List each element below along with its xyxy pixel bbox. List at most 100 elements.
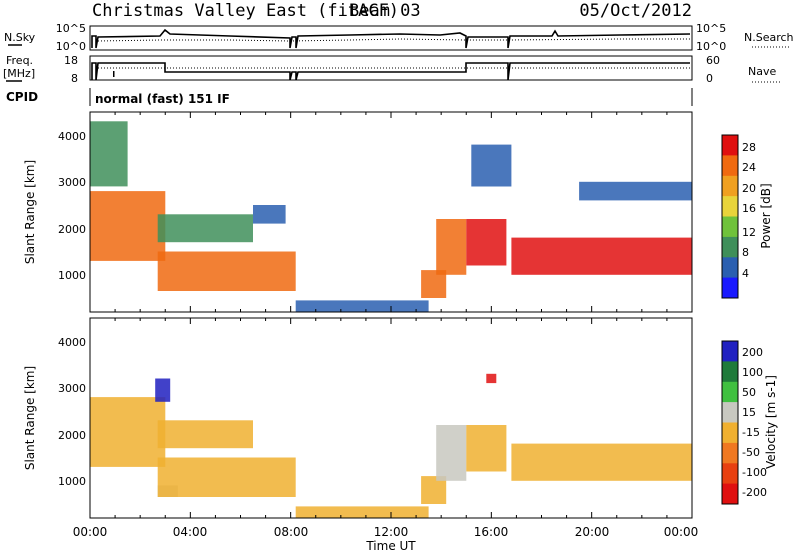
noise-right-tick-bottom: 10^0 xyxy=(696,40,726,53)
velocity-ytick-1000: 1000 xyxy=(58,475,86,488)
velocity-cbar-tick-m100: -100 xyxy=(742,466,767,479)
xtick-1600: 16:00 xyxy=(474,525,509,539)
power-region-1 xyxy=(90,121,128,187)
power-ytick-3000: 3000 xyxy=(58,176,86,189)
velocity-ylabel: Slant Range [km] xyxy=(23,366,37,470)
velocity-yticks: 4000 3000 2000 1000 xyxy=(58,336,86,488)
velocity-region-1 xyxy=(155,378,171,402)
freq-tick-bottom: 8 xyxy=(71,72,78,85)
xtick-1200: 12:00 xyxy=(374,525,409,539)
velocity-cbar-tick-m15: -15 xyxy=(742,426,760,439)
velocity-cbar-swatch-3 xyxy=(722,402,738,423)
velocity-cbar-tick-100: 100 xyxy=(742,366,763,379)
power-region-11 xyxy=(579,181,692,201)
beam-title: Beam 03 xyxy=(349,1,421,21)
velocity-cbar-tick-50: 50 xyxy=(742,386,756,399)
velocity-cbar-swatch-4 xyxy=(722,422,738,444)
power-region-3 xyxy=(157,214,253,243)
power-cbar-tick-12: 12 xyxy=(742,226,756,239)
velocity-region-4 xyxy=(157,420,253,449)
power-cbar-tick-20: 20 xyxy=(742,182,756,195)
noise-sky-label: N.Sky xyxy=(4,31,36,44)
power-region-8 xyxy=(466,219,507,266)
power-region-4 xyxy=(253,205,286,224)
velocity-ytick-3000: 3000 xyxy=(58,382,86,395)
noise-left-tick-bottom: 10^0 xyxy=(56,40,86,53)
noise-left-tick-top: 10^5 xyxy=(56,22,86,35)
velocity-cbar-swatch-0 xyxy=(722,341,738,362)
noise-search-label: N.Search xyxy=(744,31,794,44)
cpid-panel: CPID normal (fast) 151 IF xyxy=(6,88,693,106)
velocity-colorbar: 200 100 50 15 -15 -50 -100 -200 Velocity… xyxy=(721,340,778,505)
velocity-cbar-tick-m50: -50 xyxy=(742,446,760,459)
power-cbar-tick-8: 8 xyxy=(742,246,749,259)
velocity-region-5 xyxy=(295,506,429,518)
xtick-2400: 00:00 xyxy=(664,525,699,539)
velocity-cbar-swatch-6 xyxy=(722,463,738,485)
power-cbar-swatch-2 xyxy=(722,175,738,197)
power-cbar-swatch-4 xyxy=(722,216,738,238)
velocity-region-10 xyxy=(486,373,497,384)
power-cbar-swatch-6 xyxy=(722,257,738,279)
power-cbar-label: Power [dB] xyxy=(759,183,773,248)
xtick-0400: 04:00 xyxy=(173,525,208,539)
power-ylabel: Slant Range [km] xyxy=(23,160,37,264)
power-cbar-swatch-7 xyxy=(722,277,738,299)
xtick-0800: 08:00 xyxy=(274,525,309,539)
power-cbar-tick-24: 24 xyxy=(742,161,756,174)
power-panel: Slant Range [km] 4000 3000 2000 1000 xyxy=(23,111,693,313)
frequency-trace xyxy=(91,62,690,81)
velocity-region-7 xyxy=(436,425,467,481)
velocity-ytick-2000: 2000 xyxy=(58,429,86,442)
date-title: 05/Oct/2012 xyxy=(579,1,692,21)
power-cbar-tick-4: 4 xyxy=(742,267,749,280)
power-region-2 xyxy=(157,251,296,291)
power-cbar-swatch-1 xyxy=(722,155,738,177)
power-ytick-1000: 1000 xyxy=(58,269,86,282)
velocity-cbar-swatch-5 xyxy=(722,442,738,464)
power-region-7 xyxy=(436,219,467,275)
velocity-panel: Slant Range [km] 4000 3000 2000 1000 xyxy=(23,317,693,519)
velocity-cbar-tick-200: 200 xyxy=(742,346,763,359)
power-yticks: 4000 3000 2000 1000 xyxy=(58,130,86,282)
velocity-region-3 xyxy=(157,457,296,497)
velocity-region-8 xyxy=(466,425,507,472)
power-cbar-swatch-0 xyxy=(722,135,738,156)
noise-sky-trace xyxy=(91,28,691,49)
power-region-10 xyxy=(471,144,512,187)
nave-tick-top: 60 xyxy=(706,54,720,67)
power-ytick-4000: 4000 xyxy=(58,130,86,143)
power-region-5 xyxy=(295,300,429,312)
power-data-marks xyxy=(90,121,692,312)
power-cbar-swatch-3 xyxy=(722,196,738,217)
velocity-cbar-swatch-1 xyxy=(722,361,738,383)
velocity-cbar-tick-15: 15 xyxy=(742,406,756,419)
velocity-region-9 xyxy=(511,443,692,481)
freq-label-1: Freq. xyxy=(6,54,33,67)
cpid-label: CPID xyxy=(6,90,38,104)
frequency-panel: Freq. [MHz] 18 8 Nave 60 0 xyxy=(3,54,780,85)
velocity-cbar-tick-m200: -200 xyxy=(742,486,767,499)
power-cbar-tick-16: 16 xyxy=(742,202,756,215)
velocity-ytick-4000: 4000 xyxy=(58,336,86,349)
nave-tick-bottom: 0 xyxy=(706,72,713,85)
freq-label-2: [MHz] xyxy=(3,67,35,80)
xtick-2000: 20:00 xyxy=(575,525,610,539)
velocity-cbar-swatch-7 xyxy=(722,483,738,505)
time-axis-ticks xyxy=(89,112,693,518)
xtick-0000: 00:00 xyxy=(73,525,108,539)
nave-label: Nave xyxy=(748,65,776,78)
power-colorbar: 28 24 20 16 12 8 4 Power [dB] xyxy=(721,134,773,299)
power-ytick-2000: 2000 xyxy=(58,223,86,236)
noise-panel: N.Sky 10^5 10^0 N.Search 10^5 10^0 xyxy=(4,22,794,53)
noise-right-tick-top: 10^5 xyxy=(696,22,726,35)
cpid-mode-text: normal (fast) 151 IF xyxy=(95,92,230,106)
station-title: Christmas Valley East (fitACF) xyxy=(92,1,399,21)
velocity-cbar-label: Velocity [m s-1] xyxy=(764,375,778,469)
power-cbar-tick-28: 28 xyxy=(742,141,756,154)
velocity-data-marks xyxy=(90,373,692,518)
power-cbar-swatch-5 xyxy=(722,236,738,258)
power-region-0 xyxy=(90,191,166,261)
freq-tick-top: 18 xyxy=(64,54,78,67)
